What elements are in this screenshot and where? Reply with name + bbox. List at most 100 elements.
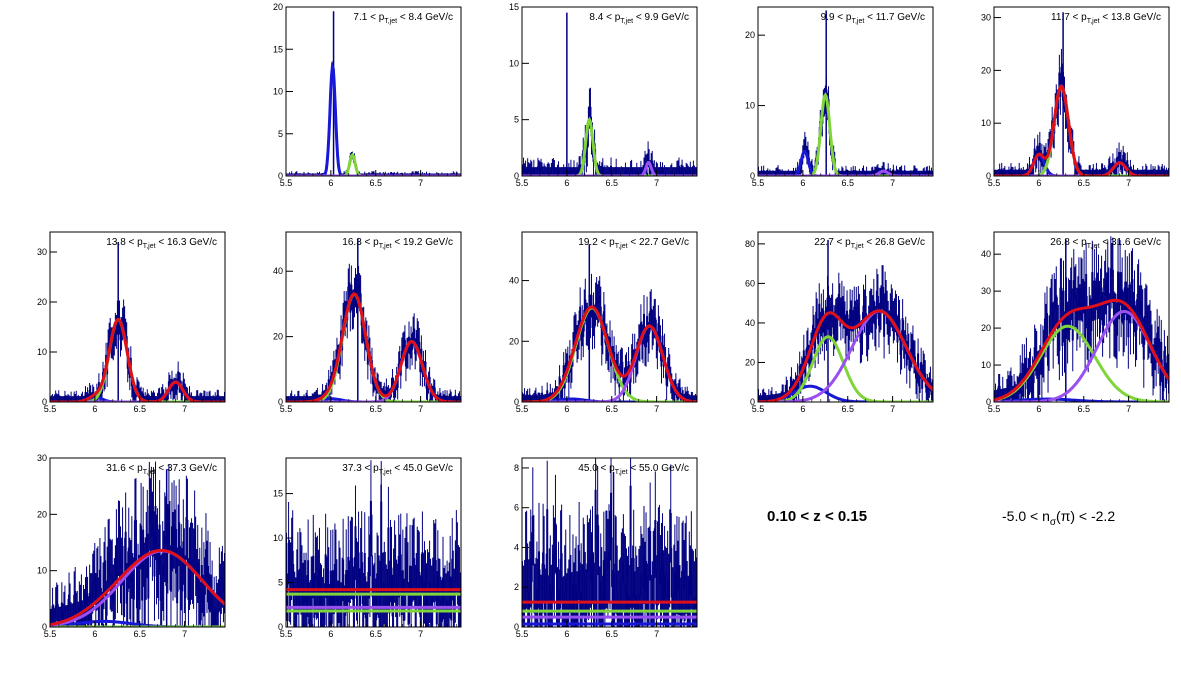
pt-label-sub: T,jet xyxy=(851,18,864,25)
x-tick-label: 5.5 xyxy=(44,629,57,639)
pt-label-range: < 26.8 GeV/c xyxy=(864,237,925,248)
y-tick-label: 10 xyxy=(981,118,991,128)
x-tick-label: 5.5 xyxy=(280,629,293,639)
y-tick-label: 0 xyxy=(986,397,991,407)
y-tick-label: 20 xyxy=(745,357,755,367)
fit-kaon-curve xyxy=(50,619,225,627)
data-error-bars xyxy=(522,87,697,176)
x-tick-label: 7 xyxy=(182,404,187,414)
x-tick-label: 6.5 xyxy=(1077,178,1090,188)
y-tick-label: 20 xyxy=(37,297,47,307)
panel-11: 0 5 10 15 5.5 6 6.5 7 37.3 < pT,jet < 45.0 GeV/c xyxy=(273,457,462,639)
y-tick-label: 15 xyxy=(273,44,283,54)
y-tick-label: 10 xyxy=(509,58,519,68)
nsigma-suffix: (π) < -2.2 xyxy=(1056,508,1115,524)
x-tick-label: 6 xyxy=(328,178,333,188)
pt-label-sub: T,jet xyxy=(615,469,628,476)
panel-12: 0 2 4 6 8 5.5 6 6.5 7 45.0 < pT,jet < 55.0 GeV/c xyxy=(514,457,698,639)
pt-label-range: < 11.7 GeV/c xyxy=(864,12,925,23)
data-histogram xyxy=(758,239,933,402)
panel-10: 0 10 20 30 5.5 6 6.5 7 31.6 < pT,jet < 37.3 GeV/… xyxy=(37,453,226,639)
y-tick-label: 20 xyxy=(509,336,519,346)
x-tick-label: 6 xyxy=(800,404,805,414)
data-steps xyxy=(50,505,225,627)
fit-total-curve xyxy=(50,317,225,402)
panel-2: 0 5 10 15 5.5 6 6.5 7 8.4 < pT,jet < 9.9 GeV/c xyxy=(509,2,698,188)
x-tick-label: 6 xyxy=(328,404,333,414)
x-tick-label: 6 xyxy=(564,629,569,639)
pt-label-sub: T,jet xyxy=(143,243,156,250)
fit-total-curve xyxy=(286,292,461,402)
y-tick-label: 2 xyxy=(514,582,519,592)
pt-label-main: 45.0 < p xyxy=(578,463,615,474)
pt-label-sub: T,jet xyxy=(1087,18,1100,25)
nsigma-sub: σ xyxy=(1050,517,1057,528)
fit-total-curve xyxy=(50,548,225,627)
z-range-label: 0.10 < z < 0.15 xyxy=(767,508,867,525)
y-tick-label: 30 xyxy=(981,13,991,23)
panel-frame xyxy=(285,231,462,403)
fit-curves xyxy=(286,588,461,613)
data-steps xyxy=(758,89,933,176)
data-steps xyxy=(50,314,225,402)
fit-kaon-curve xyxy=(286,61,461,176)
panel-frame xyxy=(993,6,1170,177)
pt-label-main: 9.9 < p xyxy=(821,12,852,23)
y-tick-label: 10 xyxy=(37,347,47,357)
x-tick-label: 6 xyxy=(92,629,97,639)
x-tick-label: 6 xyxy=(564,178,569,188)
pt-label-range: < 9.9 GeV/c xyxy=(633,12,689,23)
pt-label-main: 13.8 < p xyxy=(106,237,143,248)
x-tick-label: 6 xyxy=(1036,404,1041,414)
y-tick-label: 80 xyxy=(745,239,755,249)
panel-frame xyxy=(757,231,934,403)
panel-1: 0 5 10 15 20 5.5 6 6.5 7 7.1 < pT,jet < 8.4 GeV/c xyxy=(273,2,462,188)
y-tick-label: 6 xyxy=(514,503,519,513)
pt-range-label: 11.7 < pT,jet < 13.8 GeV/c xyxy=(1051,12,1161,25)
x-tick-label: 5.5 xyxy=(988,404,1001,414)
data-histogram xyxy=(286,11,461,176)
x-tick-label: 6.5 xyxy=(133,629,146,639)
fit-pion-curve xyxy=(994,84,1169,176)
panel-frame xyxy=(521,6,698,177)
y-tick-label: 20 xyxy=(981,323,991,333)
panel-8: 0 20 40 60 80 5.5 6 6.5 7 22.7 < pT,jet < 26.8 Ge… xyxy=(745,231,934,414)
y-tick-label: 40 xyxy=(981,249,991,259)
data-histogram xyxy=(994,12,1169,176)
x-tick-label: 6.5 xyxy=(605,404,618,414)
x-tick-label: 6.5 xyxy=(369,629,382,639)
x-tick-label: 6.5 xyxy=(369,178,382,188)
y-tick-label: 5 xyxy=(278,129,283,139)
x-tick-label: 7 xyxy=(418,629,423,639)
y-tick-label: 0 xyxy=(514,622,519,632)
pt-range-label: 9.9 < pT,jet < 11.7 GeV/c xyxy=(821,12,925,25)
data-error-bars xyxy=(286,60,461,176)
data-histogram xyxy=(50,461,225,627)
x-tick-label: 5.5 xyxy=(280,404,293,414)
data-steps xyxy=(286,66,461,176)
x-tick-label: 6 xyxy=(1036,178,1041,188)
x-tick-label: 7 xyxy=(1126,178,1131,188)
y-tick-label: 5 xyxy=(514,115,519,125)
pt-range-label: 19.2 < pT,jet < 22.7 GeV/c xyxy=(578,237,689,250)
panel-frame xyxy=(757,6,934,177)
pt-range-label: 16.3 < pT,jet < 19.2 GeV/c xyxy=(342,237,453,250)
pt-label-sub: T,jet xyxy=(851,243,864,250)
y-tick-label: 0 xyxy=(514,397,519,407)
pt-range-label: 7.1 < pT,jet < 8.4 GeV/c xyxy=(353,12,453,25)
x-tick-label: 5.5 xyxy=(516,178,529,188)
y-tick-label: 20 xyxy=(273,2,283,12)
panel-3: 0 10 20 5.5 6 6.5 7 9.9 < pT,jet < 11.7 GeV/c xyxy=(745,6,934,188)
x-tick-label: 7 xyxy=(418,178,423,188)
data-error-bars xyxy=(758,76,933,176)
pt-range-label: 37.3 < pT,jet < 45.0 GeV/c xyxy=(342,463,453,476)
x-tick-label: 7 xyxy=(418,404,423,414)
fit-kaon-curve xyxy=(758,384,933,402)
data-histogram xyxy=(758,10,933,176)
x-tick-label: 5.5 xyxy=(752,178,765,188)
fit-curves xyxy=(50,548,225,627)
pt-label-range: < 22.7 GeV/c xyxy=(628,237,689,248)
y-tick-label: 0 xyxy=(514,171,519,181)
pt-label-sub: T,jet xyxy=(1087,243,1100,250)
